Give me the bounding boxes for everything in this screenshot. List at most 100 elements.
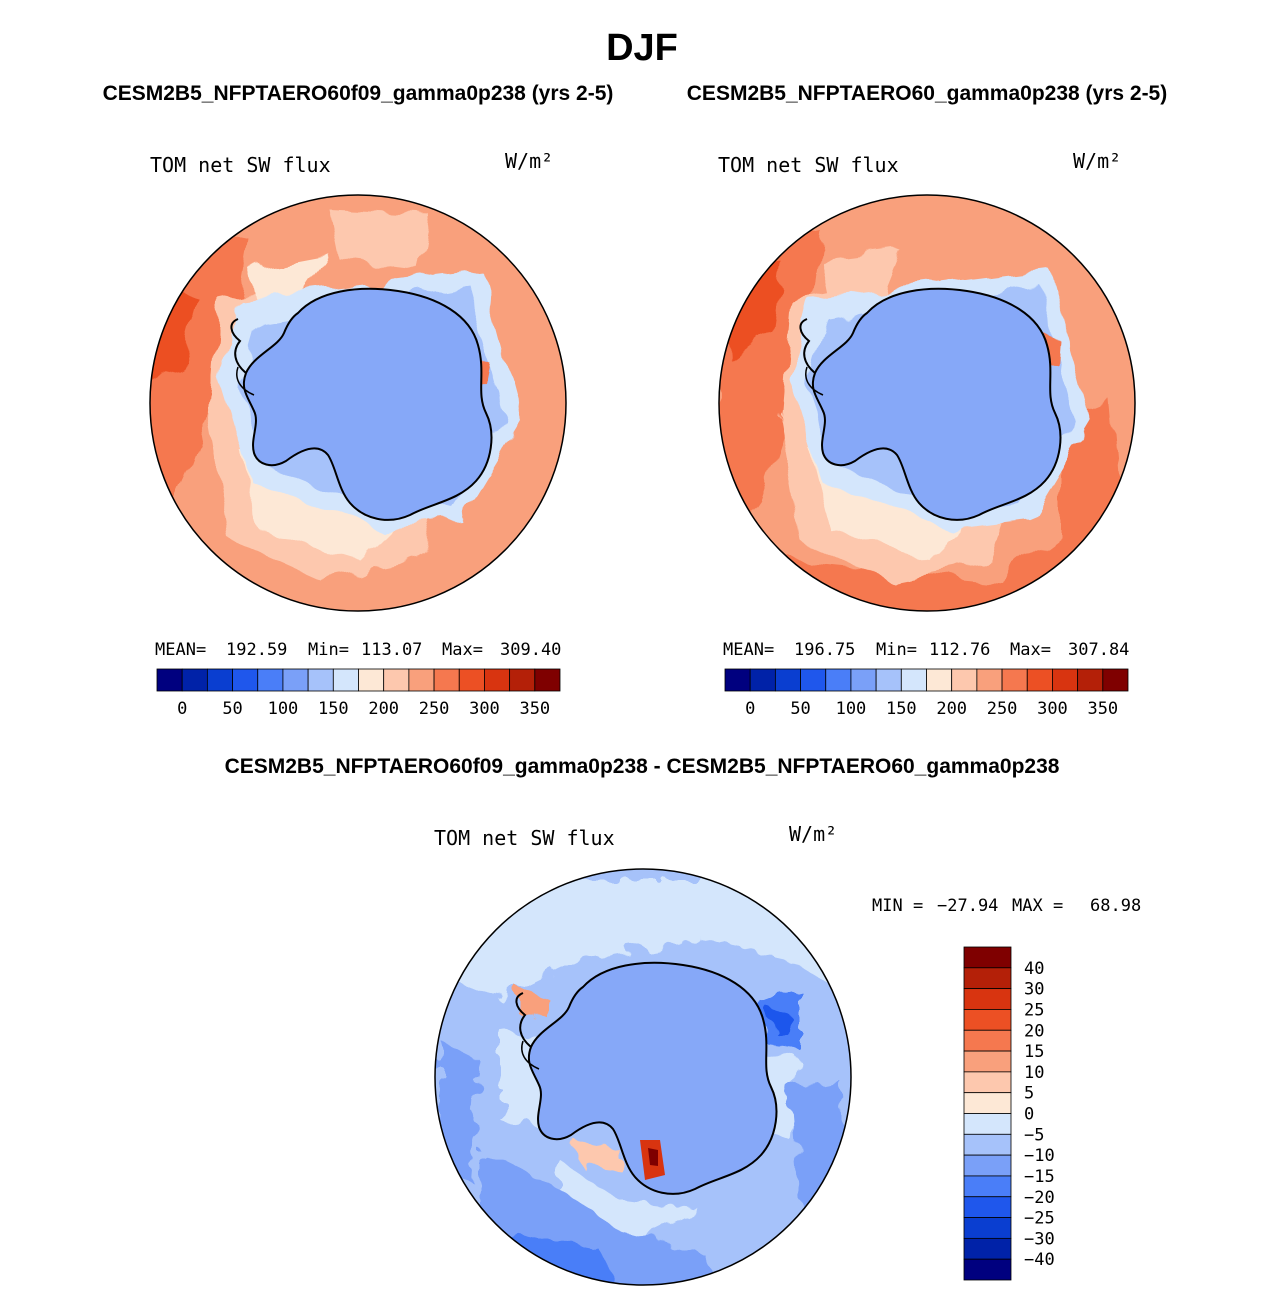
panel-left-stats: MEAN= 192.59 Min= 113.07 Max= 309.40 — [155, 640, 561, 660]
panel-left-map-border — [149, 194, 567, 612]
colorbar-swatch — [850, 668, 877, 692]
panel-difference-min-label: MIN = — [872, 896, 923, 916]
colorbar-swatch — [1102, 668, 1129, 692]
colorbar-swatch — [1001, 668, 1028, 692]
panel-left-mean-label: MEAN= — [155, 640, 206, 660]
panel-right-mean-label: MEAN= — [723, 640, 774, 660]
colorbar-tick-label: 300 — [1037, 699, 1068, 719]
colorbar-tick-label: 250 — [419, 699, 450, 719]
left-run-title: CESM2B5_NFPTAERO60f09_gamma0p238 (yrs 2-… — [103, 82, 614, 105]
colorbar-tick-label: 30 — [1024, 980, 1044, 1000]
colorbar-swatch — [963, 1071, 1012, 1094]
colorbar-tick-label: −40 — [1024, 1250, 1055, 1270]
panel-right-variable-title: TOM net SW flux — [718, 153, 899, 177]
colorbar-tick-label: 100 — [268, 699, 299, 719]
colorbar-tick-label: 20 — [1024, 1021, 1044, 1041]
colorbar-tick-label: 100 — [836, 699, 867, 719]
colorbar-swatch — [383, 668, 410, 692]
colorbar-tick-label: 25 — [1024, 1000, 1044, 1020]
colorbar-swatch — [963, 1009, 1012, 1031]
difference-title: CESM2B5_NFPTAERO60f09_gamma0p238 - CESM2… — [225, 755, 1060, 778]
colorbar-swatch — [206, 668, 233, 692]
panel-left-map — [150, 195, 566, 611]
colorbar-swatch — [257, 668, 284, 692]
colorbar-swatch — [963, 1092, 1012, 1114]
panel-left-units: W/m² — [505, 149, 553, 173]
colorbar-tick-label: 50 — [790, 699, 810, 719]
panel-difference-max-label: MAX = — [1012, 896, 1063, 916]
colorbar-tick-label: 50 — [222, 699, 242, 719]
panel-difference-variable-title: TOM net SW flux — [434, 826, 615, 850]
colorbar-tick-label: −10 — [1024, 1146, 1055, 1166]
panel-right-colorbar: 0 50 100 150 200 250 300 350 — [724, 668, 1129, 719]
colorbar-swatch — [484, 668, 511, 692]
panel-left-variable-title: TOM net SW flux — [150, 153, 331, 177]
colorbar-swatch — [963, 1258, 1012, 1281]
colorbar-swatch — [458, 668, 485, 692]
colorbar-swatch — [534, 668, 561, 692]
colorbar-swatch — [509, 668, 536, 692]
colorbar-tick-label: −15 — [1024, 1167, 1055, 1187]
colorbar-tick-label: −5 — [1024, 1125, 1044, 1145]
colorbar-swatch — [963, 1113, 1012, 1135]
colorbar-swatch — [156, 668, 183, 692]
colorbar-swatch — [963, 988, 1012, 1010]
colorbar-swatch — [963, 1237, 1012, 1260]
panel-right-map — [719, 195, 1135, 611]
panel-difference-units: W/m² — [789, 822, 837, 846]
colorbar-swatch — [307, 668, 334, 692]
panel-right-units: W/m² — [1073, 149, 1121, 173]
panel-difference-stats: MIN = −27.94 MAX = 68.98 — [872, 896, 1141, 916]
panel-right-map-border — [718, 194, 1136, 612]
panel-difference-map — [435, 869, 851, 1285]
panel-difference-map-border — [434, 868, 852, 1286]
panel-right-stats: MEAN= 196.75 Min= 112.76 Max= 307.84 — [723, 640, 1129, 660]
colorbar-swatch — [900, 668, 927, 692]
colorbar-tick-label: −25 — [1024, 1209, 1055, 1229]
colorbar-swatch — [749, 668, 776, 692]
colorbar-swatch — [976, 668, 1003, 692]
colorbar-swatch — [232, 668, 259, 692]
colorbar-swatch — [800, 668, 827, 692]
colorbar-swatch — [282, 668, 309, 692]
colorbar-swatch — [963, 1029, 1012, 1052]
colorbar-tick-label: 40 — [1024, 959, 1044, 979]
colorbar-tick-label: 5 — [1024, 1084, 1034, 1104]
colorbar-tick-label: 200 — [368, 699, 399, 719]
panel-right-max-value: 307.84 — [1068, 640, 1129, 660]
colorbar-swatch — [875, 668, 902, 692]
colorbar-tick-label: 15 — [1024, 1042, 1044, 1062]
colorbar-swatch — [963, 1175, 1012, 1198]
colorbar-swatch — [1052, 668, 1079, 692]
panel-right-min-label: Min= — [876, 640, 917, 660]
colorbar-tick-label: 10 — [1024, 1063, 1044, 1083]
right-run-title: CESM2B5_NFPTAERO60_gamma0p238 (yrs 2-5) — [687, 82, 1167, 105]
panel-right-max-label: Max= — [1010, 640, 1051, 660]
colorbar-swatch — [724, 668, 751, 692]
colorbar-tick-label: 0 — [177, 699, 187, 719]
panel-left-max-label: Max= — [442, 640, 483, 660]
panel-right: TOM net SW flux W/m² MEAN= 196.75 Min= — [718, 149, 1136, 719]
panel-left-colorbar: 0 50 100 150 200 250 300 350 — [156, 668, 561, 719]
colorbar-tick-label: 0 — [745, 699, 755, 719]
colorbar-tick-label: 200 — [936, 699, 967, 719]
colorbar-tick-label: 350 — [519, 699, 550, 719]
panel-difference: TOM net SW flux W/m² — [434, 822, 1141, 1286]
colorbar-swatch — [1077, 668, 1104, 692]
colorbar-tick-label: 0 — [1024, 1105, 1034, 1125]
colorbar-swatch — [963, 1154, 1012, 1177]
panel-left-mean-value: 192.59 — [226, 640, 287, 660]
colorbar-swatch — [963, 1050, 1012, 1073]
colorbar-swatch — [963, 946, 1012, 969]
panel-left-min-value: 113.07 — [361, 640, 422, 660]
colorbar-swatch — [963, 967, 1012, 990]
colorbar-tick-label: 350 — [1087, 699, 1118, 719]
colorbar-swatch — [963, 1133, 1012, 1156]
colorbar-swatch — [332, 668, 359, 692]
season-title: DJF — [606, 27, 678, 69]
colorbar-tick-label: −20 — [1024, 1188, 1055, 1208]
colorbar-swatch — [963, 1196, 1012, 1218]
colorbar-swatch — [433, 668, 460, 692]
colorbar-tick-label: −30 — [1024, 1229, 1055, 1249]
